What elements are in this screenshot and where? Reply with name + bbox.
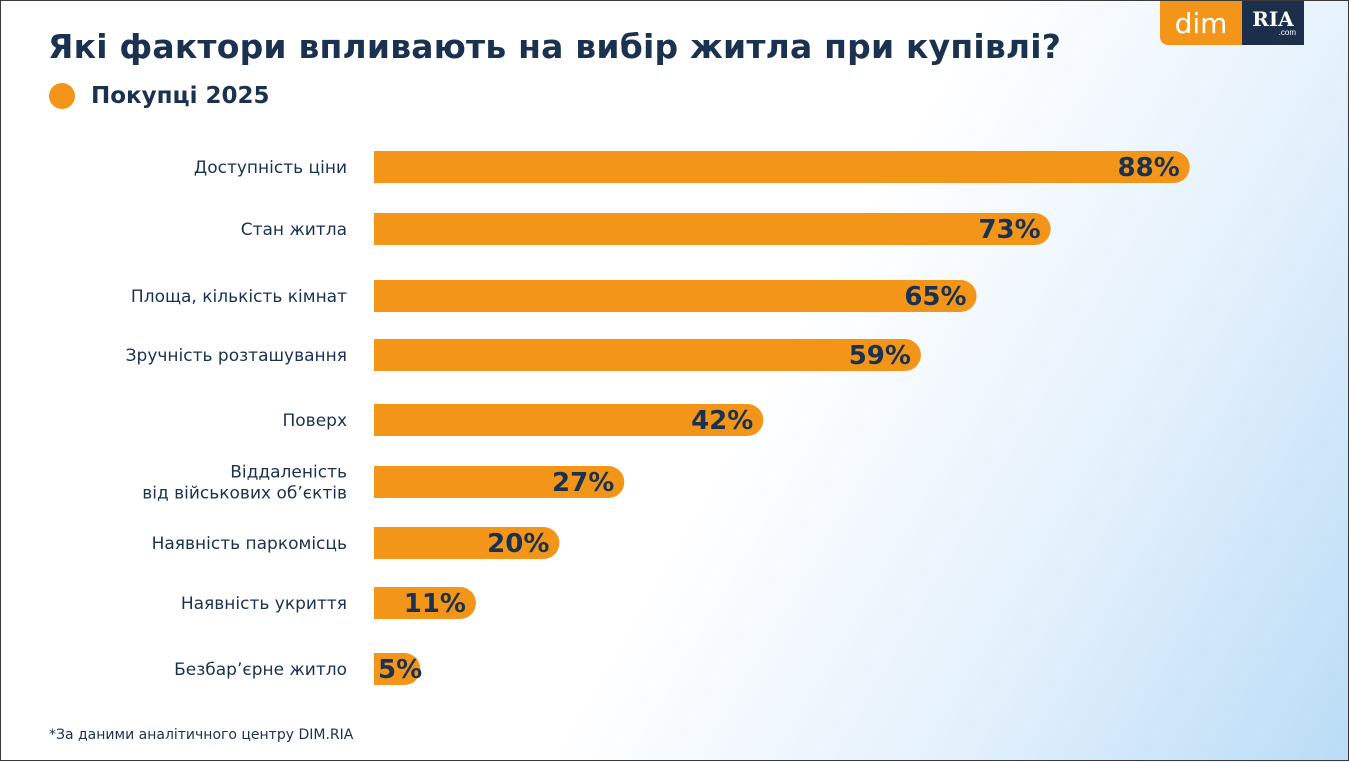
- value-label: 42%: [691, 406, 753, 436]
- category-label: Наявність укриття: [181, 594, 347, 614]
- bar: [374, 527, 560, 559]
- value-label: 27%: [552, 468, 614, 498]
- bar: [374, 404, 764, 436]
- bar-row: 20% Наявність паркомісць: [152, 527, 560, 559]
- bar: [374, 151, 1190, 183]
- bar-left-edge: [374, 151, 394, 183]
- category-label: Безбар’єрне житло: [174, 660, 347, 680]
- bar-left-edge: [374, 653, 394, 685]
- bar-row: 11% Наявність укриття: [181, 587, 476, 619]
- bar-row: 5% Безбар’єрне житло: [174, 653, 422, 685]
- bar-left-edge: [374, 280, 394, 312]
- bar-row: 73% Стан житла: [241, 213, 1051, 245]
- category-label: Зручність розташування: [126, 346, 347, 366]
- bar-row: 59% Зручність розташування: [126, 339, 921, 371]
- category-label: Площа, кількість кімнат: [131, 287, 347, 307]
- value-label: 5%: [378, 655, 422, 685]
- category-label: Поверх: [282, 411, 347, 431]
- category-label: Стан житла: [241, 220, 347, 240]
- bar: [374, 339, 921, 371]
- legend-swatch-dot: [49, 83, 75, 109]
- category-label: Доступність ціни: [194, 158, 347, 178]
- logo-dim-text: dim: [1160, 1, 1242, 45]
- chart-title: Які фактори впливають на вибір житла при…: [48, 27, 1062, 66]
- dim-ria-logo[interactable]: dim RIA .com: [1160, 1, 1304, 45]
- bar-left-edge: [374, 339, 394, 371]
- value-label: 20%: [487, 529, 549, 559]
- bar-left-edge: [374, 587, 394, 619]
- bar-row: 27% Віддаленість від військових об’єктів: [142, 463, 625, 504]
- bar-row: 42% Поверх: [282, 404, 764, 436]
- source-footnote: *За даними аналітичного центру DIM.RIA: [49, 727, 354, 743]
- logo-ria-text: RIA .com: [1242, 1, 1304, 45]
- category-label: Віддаленість від військових об’єктів: [142, 463, 347, 504]
- bar: [374, 280, 977, 312]
- value-label: 11%: [404, 589, 466, 619]
- bar: [374, 466, 625, 498]
- bar-left-edge: [374, 527, 394, 559]
- value-label: 73%: [978, 215, 1040, 245]
- value-label: 88%: [1118, 153, 1180, 183]
- legend-label: Покупці 2025: [91, 83, 270, 109]
- bar: [374, 587, 476, 619]
- bar-left-edge: [374, 466, 394, 498]
- logo-ria-sub: .com: [1278, 28, 1296, 37]
- logo-ria-main: RIA: [1252, 7, 1294, 31]
- bar: [374, 213, 1051, 245]
- bar-row: 65% Площа, кількість кімнат: [131, 280, 977, 312]
- bar-left-edge: [374, 404, 394, 436]
- value-label: 59%: [849, 341, 911, 371]
- bar-row: 88% Доступність ціни: [194, 151, 1190, 183]
- bar-left-edge: [374, 213, 394, 245]
- category-label: Наявність паркомісць: [152, 534, 347, 554]
- value-label: 65%: [904, 282, 966, 312]
- legend: Покупці 2025: [49, 83, 270, 109]
